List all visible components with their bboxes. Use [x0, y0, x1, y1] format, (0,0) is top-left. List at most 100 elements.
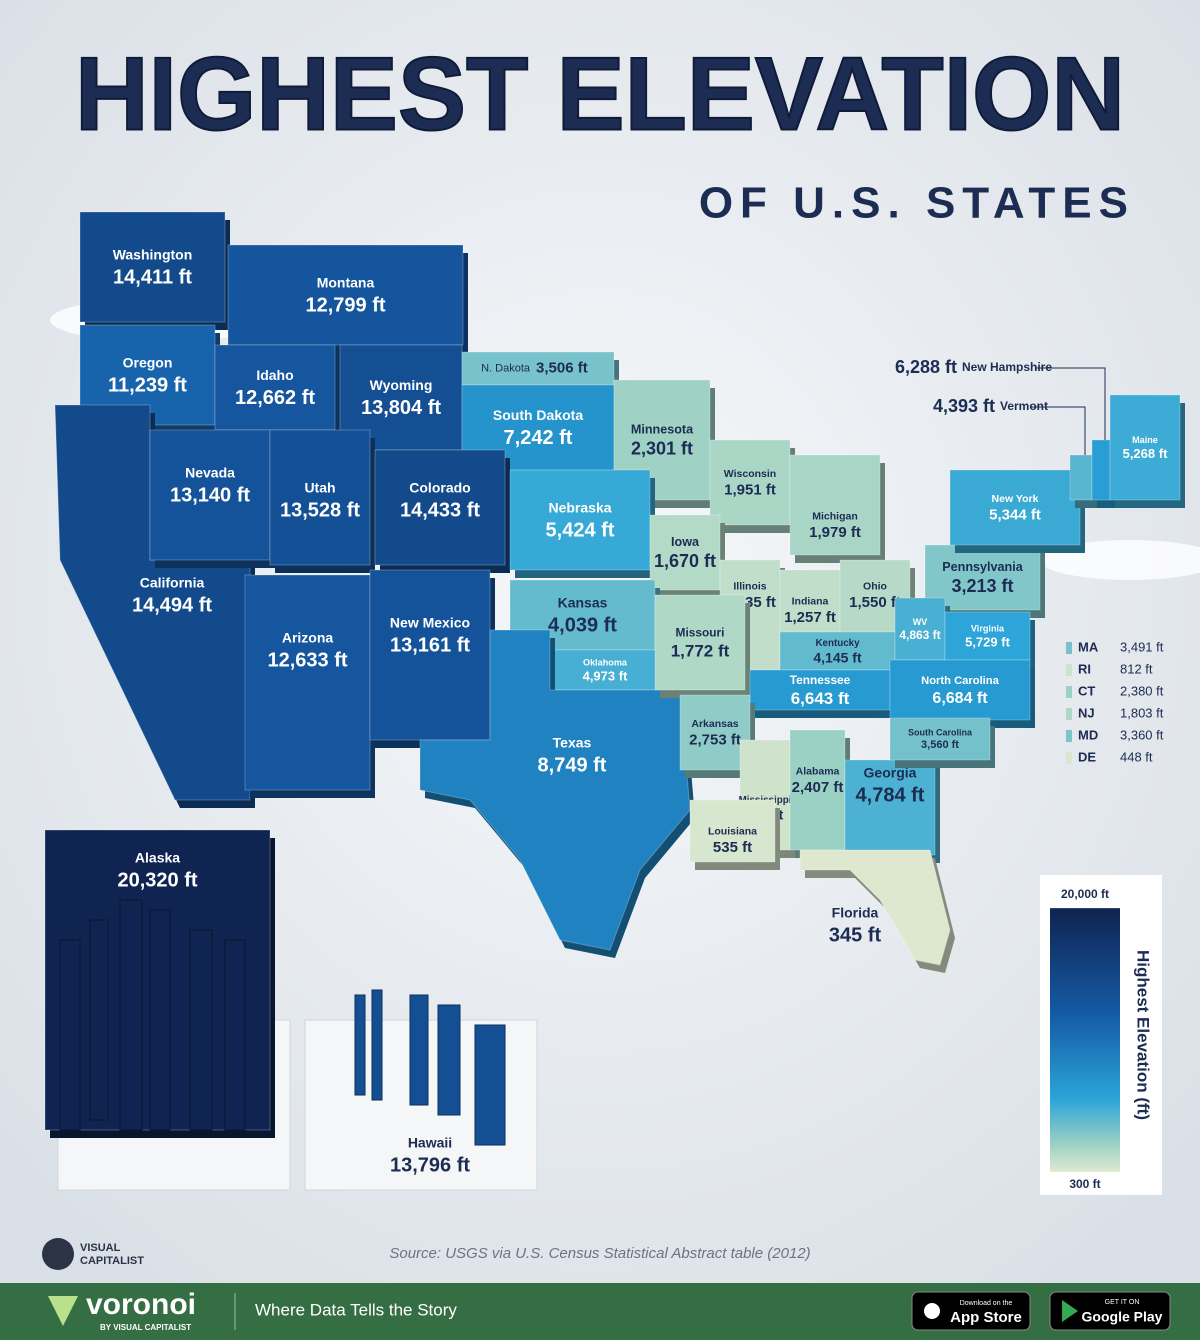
state-value: 20,320 ft	[117, 869, 197, 891]
footer-logo: voronoi	[86, 1288, 196, 1321]
state: Georgia 4,784 ft	[844, 759, 940, 863]
state-name: Alaska	[135, 850, 180, 866]
state-value: 1,550 ft	[849, 594, 901, 611]
small-state-swatch	[1066, 642, 1072, 654]
state-name: Colorado	[409, 480, 470, 496]
state-name: Michigan	[812, 511, 858, 523]
small-state-swatch	[1066, 730, 1072, 742]
state-pillar	[89, 919, 109, 1121]
map: Washington 14,411 ft Montana 12,799 ft Orego…	[44, 211, 1185, 1176]
state-value: 1,257 ft	[784, 609, 836, 626]
state-pillar	[189, 929, 213, 1131]
small-states-table: MA 3,491 ft RI 812 ft CT 2,380 ft NJ 1,803 ft MD…	[1066, 639, 1164, 764]
state: Iowa 1,670 ft	[649, 514, 725, 598]
state-name: Iowa	[671, 535, 700, 549]
state: Tennessee 6,643 ft	[749, 669, 895, 718]
legend-tick-label: 20,000 ft	[1061, 887, 1109, 901]
state: Wisconsin 1,951 ft	[709, 439, 795, 533]
state-value: 3,560 ft	[921, 739, 959, 751]
small-state-abbr: NJ	[1078, 705, 1095, 720]
state-shape	[799, 849, 951, 966]
state-name: Ohio	[863, 581, 887, 593]
brand-icon	[42, 1238, 74, 1270]
state-shape	[789, 454, 881, 556]
state-shape	[649, 514, 721, 591]
small-state-value: 1,803 ft	[1120, 705, 1164, 720]
state: Hawaii 13,796 ft	[354, 989, 506, 1176]
state-name: New Hampshire	[962, 360, 1052, 374]
state-name: Nevada	[185, 465, 235, 481]
state-name: Alabama	[796, 766, 840, 778]
state-name: Minnesota	[631, 422, 694, 436]
state: WV4,863 ft	[894, 597, 950, 668]
state: Florida 345 ft	[799, 849, 955, 973]
state-shape	[374, 449, 506, 566]
state-shape	[949, 469, 1081, 546]
play-icon	[1062, 1300, 1078, 1322]
state-value: 12,662 ft	[235, 387, 315, 409]
state-name: Utah	[304, 480, 335, 496]
state-shape	[227, 244, 464, 346]
brand-line1: VISUAL	[80, 1242, 121, 1254]
small-state-swatch	[1066, 708, 1072, 720]
state-pillar	[224, 939, 246, 1131]
state-shape	[679, 694, 751, 771]
state-name: Pennsylvania	[942, 560, 1023, 574]
state-value: 4,863 ft	[899, 628, 940, 642]
state-shape	[889, 717, 991, 761]
state-value: 2,753 ft	[689, 732, 741, 749]
state: Arizona 12,633 ft	[244, 574, 375, 798]
state-name: Louisiana	[708, 826, 757, 838]
leader-line	[1035, 367, 1106, 440]
apple-icon	[924, 1303, 940, 1319]
state-name: Missouri	[676, 625, 725, 639]
state-name: Illinois	[733, 581, 766, 593]
state: North Carolina 6,684 ft	[889, 659, 1035, 728]
small-state-value: 2,380 ft	[1120, 683, 1164, 698]
state-value: 3,506 ft	[536, 359, 588, 376]
state: Alaska 20,320 ft	[44, 829, 275, 1138]
state-name: Maine	[1132, 435, 1158, 445]
app-store-small: Download on the	[960, 1300, 1013, 1307]
state-pillar	[354, 994, 366, 1096]
state-shape	[1069, 454, 1093, 501]
state-value: 345 ft	[829, 924, 882, 946]
legend-title: Highest Elevation (ft)	[1134, 950, 1153, 1120]
state-name: Indiana	[792, 596, 829, 608]
state-shape	[461, 351, 615, 386]
app-store-big: App Store	[950, 1309, 1022, 1326]
state: 4,393 ft Vermont	[933, 396, 1097, 508]
app-store-button[interactable]	[911, 1291, 1031, 1331]
state-name: Hawaii	[408, 1135, 452, 1151]
state-name: N. Dakota	[481, 362, 531, 374]
google-play-button[interactable]	[1049, 1291, 1171, 1331]
state-shape	[244, 574, 371, 791]
state-value: 1,670 ft	[654, 551, 716, 571]
state-pillar	[409, 994, 429, 1106]
source: Source: USGS via U.S. Census Statistical…	[389, 1245, 810, 1262]
state-name: California	[140, 575, 205, 591]
state-value: 14,411 ft	[113, 266, 192, 288]
state-value: 3,213 ft	[951, 576, 1013, 596]
state: Colorado 14,433 ft	[374, 449, 510, 573]
state-value: 4,784 ft	[856, 784, 925, 806]
state-name: South Carolina	[908, 727, 973, 737]
state-value: 4,039 ft	[548, 614, 617, 636]
state: Missouri 1,772 ft	[654, 594, 750, 698]
state-value: 13,804 ft	[361, 397, 441, 419]
legend-color-bar	[1050, 908, 1120, 1172]
state-name: Idaho	[256, 367, 293, 383]
state-value: 2,301 ft	[631, 439, 693, 459]
state-value: 13,528 ft	[280, 499, 360, 521]
state: New York 5,344 ft	[949, 469, 1085, 553]
google-play-big: Google Play	[1082, 1309, 1163, 1325]
state-shape	[79, 211, 226, 323]
state-name: WV	[913, 617, 928, 627]
state-name: Wyoming	[370, 377, 433, 393]
state-name: North Carolina	[921, 675, 999, 687]
state-shape	[844, 759, 936, 856]
small-state-value: 812 ft	[1120, 661, 1153, 676]
